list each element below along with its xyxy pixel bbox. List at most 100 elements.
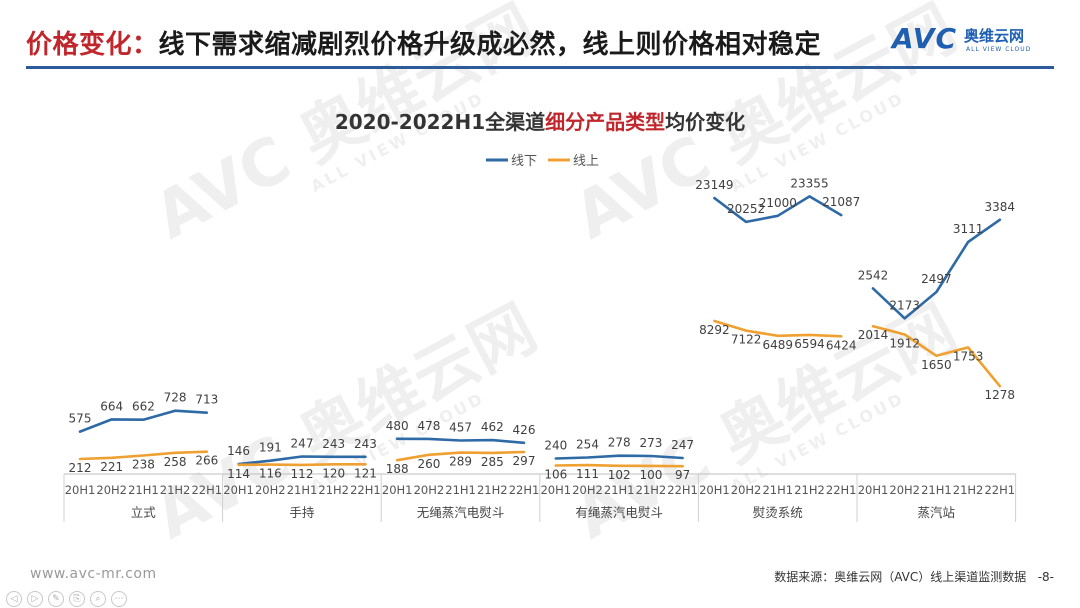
slides-icon[interactable]: ⎘ <box>69 591 85 607</box>
data-label-offline: 2173 <box>889 298 920 312</box>
series-line-offline <box>78 409 209 433</box>
chart-title-prefix: 2020-2022H1全渠道 <box>334 110 546 134</box>
data-label-offline: 247 <box>671 438 694 452</box>
data-label-offline: 23355 <box>790 176 828 190</box>
data-label-online: 7122 <box>731 333 762 347</box>
data-label-offline: 480 <box>386 419 409 433</box>
previous-slide-icon[interactable]: ◁ <box>6 591 22 607</box>
data-label-online: 102 <box>608 468 631 482</box>
data-label-online: 6489 <box>763 338 794 352</box>
presentation-toolbar: ◁ ▷ ✎ ⎘ ⌕ ⋯ <box>6 586 132 607</box>
series-line-online <box>713 319 843 338</box>
series-line-offline <box>395 437 526 445</box>
x-tick-label: 22H1 <box>509 483 540 497</box>
data-label-online: 260 <box>417 457 440 471</box>
data-label-online: 1912 <box>889 336 920 350</box>
data-label-online: 289 <box>449 455 472 469</box>
group-label: 立式 <box>131 505 157 520</box>
group-label: 有绳蒸汽电熨斗 <box>575 505 663 520</box>
page-number: -8- <box>1037 570 1054 584</box>
data-label-offline: 3111 <box>953 222 984 236</box>
data-label-online: 116 <box>259 467 282 481</box>
more-options-icon[interactable]: ⋯ <box>111 591 127 607</box>
x-tick-label: 21H1 <box>604 483 635 497</box>
chart-title-suffix: 均价变化 <box>665 110 746 134</box>
x-tick-label: 20H1 <box>858 483 889 497</box>
data-label-offline: 240 <box>544 438 567 452</box>
data-label-online: 1650 <box>921 358 952 372</box>
data-label-online: 6594 <box>794 337 825 351</box>
x-tick-label: 21H2 <box>477 483 508 497</box>
series-line-offline <box>713 195 843 224</box>
data-label-online: 111 <box>576 467 599 481</box>
data-label-offline: 21087 <box>822 195 860 209</box>
data-label-online: 100 <box>639 468 662 482</box>
x-tick-label: 20H2 <box>889 483 920 497</box>
pen-icon[interactable]: ✎ <box>48 591 64 607</box>
data-label-offline: 191 <box>259 441 282 455</box>
data-label-online: 1278 <box>985 388 1016 402</box>
x-tick-label: 21H1 <box>921 483 952 497</box>
x-tick-label: 22H1 <box>984 483 1015 497</box>
logo-english-name: ALL VIEW CLOUD <box>966 46 1032 53</box>
x-tick-label: 21H1 <box>762 483 793 497</box>
x-tick-label: 21H1 <box>445 483 476 497</box>
series-line-offline <box>871 218 1002 320</box>
data-label-online: 212 <box>69 461 92 475</box>
x-tick-label: 20H2 <box>255 483 286 497</box>
title-divider <box>26 66 1054 69</box>
data-label-offline: 2497 <box>921 272 952 286</box>
logo-chinese-name: 奥维云网 <box>964 27 1025 45</box>
data-label-offline: 478 <box>417 419 440 433</box>
x-tick-label: 20H1 <box>382 483 413 497</box>
watermark-mark: AVC 奥维云网 <box>143 0 549 254</box>
group-label: 蒸汽站 <box>918 505 956 520</box>
data-label-offline: 728 <box>164 391 187 405</box>
legend-offline-label: 线下 <box>511 154 537 169</box>
data-label-offline: 426 <box>513 423 536 437</box>
x-tick-label: 21H1 <box>287 483 318 497</box>
data-label-offline: 3384 <box>985 200 1016 214</box>
series-line-online <box>78 450 209 461</box>
data-label-offline: 462 <box>481 420 504 434</box>
data-label-online: 114 <box>227 467 250 481</box>
data-label-offline: 662 <box>132 400 155 414</box>
data-label-offline: 664 <box>100 399 123 413</box>
x-tick-label: 21H1 <box>128 483 159 497</box>
data-label-online: 97 <box>675 468 690 482</box>
x-tick-label: 20H1 <box>223 483 254 497</box>
data-label-online: 285 <box>481 455 504 469</box>
data-label-offline: 278 <box>608 436 631 450</box>
data-label-online: 188 <box>386 462 409 476</box>
data-label-offline: 243 <box>322 437 345 451</box>
zoom-icon[interactable]: ⌕ <box>90 591 106 607</box>
page-title: 价格变化：线下需求缩减剧烈价格升级成必然，线上则价格相对稳定 <box>26 24 821 61</box>
data-label-offline: 254 <box>576 437 599 451</box>
next-slide-icon[interactable]: ▷ <box>27 591 43 607</box>
data-label-online: 266 <box>195 454 218 468</box>
x-tick-label: 20H2 <box>731 483 762 497</box>
x-tick-label: 21H2 <box>953 483 984 497</box>
x-tick-label: 22H1 <box>826 483 857 497</box>
data-label-offline: 575 <box>69 412 92 426</box>
data-label-online: 2014 <box>858 328 889 342</box>
x-tick-label: 20H2 <box>96 483 127 497</box>
x-tick-label: 20H2 <box>572 483 603 497</box>
series-line-online <box>871 324 1002 388</box>
chart-title: 2020-2022H1全渠道细分产品类型均价变化 <box>0 106 1080 135</box>
logo-mark: AVC <box>892 22 957 55</box>
series-line-online <box>554 463 684 468</box>
series-line-offline <box>554 454 684 460</box>
data-label-online: 1753 <box>953 349 984 363</box>
data-label-offline: 2542 <box>858 268 889 282</box>
series-line-online <box>395 450 526 462</box>
data-label-offline: 273 <box>639 436 662 450</box>
group-label: 手持 <box>289 505 314 520</box>
data-label-offline: 21000 <box>759 196 797 210</box>
data-label-offline: 457 <box>449 421 472 435</box>
x-tick-label: 21H2 <box>318 483 349 497</box>
x-tick-label: 21H2 <box>794 483 825 497</box>
data-source-text: 数据来源：奥维云网（AVC）线上渠道监测数据 <box>774 570 1027 584</box>
